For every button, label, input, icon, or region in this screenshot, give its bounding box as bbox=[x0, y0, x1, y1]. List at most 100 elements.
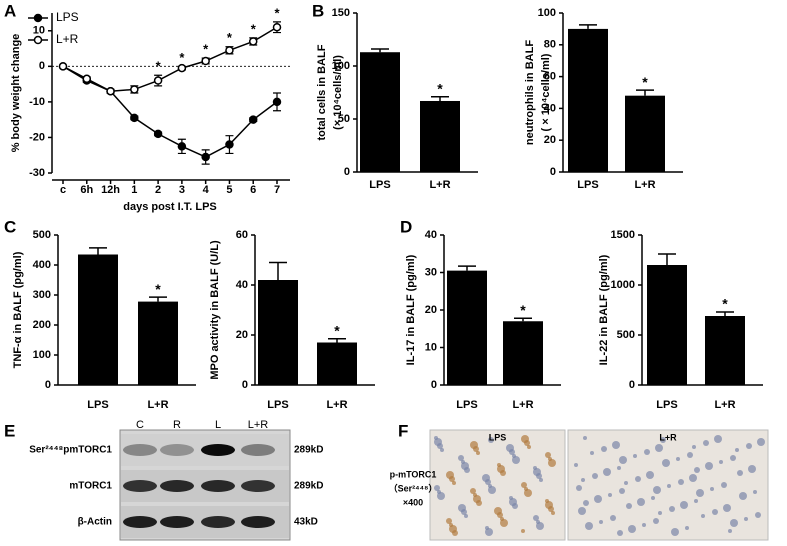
y-tick-label: 0 bbox=[242, 379, 248, 391]
error-bar bbox=[269, 261, 287, 280]
cell bbox=[599, 520, 603, 524]
legend-marker bbox=[33, 13, 43, 23]
x-tick-label: 6 bbox=[250, 184, 256, 196]
cell bbox=[680, 501, 688, 509]
cell bbox=[583, 500, 589, 506]
cell bbox=[685, 526, 689, 530]
error-bar bbox=[149, 296, 167, 302]
cell bbox=[696, 489, 704, 497]
cell bbox=[497, 512, 503, 518]
cell bbox=[730, 455, 736, 461]
y-tick-label: 500 bbox=[33, 229, 51, 241]
y-tick-label: -10 bbox=[29, 96, 45, 108]
cell bbox=[539, 478, 543, 482]
cell bbox=[512, 456, 520, 464]
cell bbox=[452, 530, 458, 536]
cell bbox=[721, 482, 727, 488]
series-line bbox=[62, 65, 278, 158]
x-tick-label: LPS bbox=[456, 399, 477, 411]
panel-label: F bbox=[398, 421, 408, 440]
cell bbox=[744, 517, 748, 521]
stain-label: ×400 bbox=[403, 497, 423, 507]
cell bbox=[626, 503, 632, 509]
bar bbox=[420, 100, 460, 172]
y-tick-label: 10 bbox=[33, 25, 45, 37]
y-tick-label: 400 bbox=[33, 259, 51, 271]
lane-label: L bbox=[215, 419, 221, 431]
error-bar bbox=[636, 89, 654, 96]
stain-label: p-mTORC1 bbox=[390, 469, 437, 479]
cell bbox=[500, 519, 508, 527]
cell bbox=[440, 448, 444, 452]
cell bbox=[452, 481, 456, 485]
row-label: mTORC1 bbox=[69, 481, 112, 492]
significance-mark: * bbox=[156, 59, 162, 74]
cell bbox=[578, 507, 586, 515]
band bbox=[123, 480, 157, 492]
cell bbox=[667, 484, 671, 488]
bar bbox=[568, 28, 608, 173]
cell bbox=[653, 518, 659, 524]
cell bbox=[642, 523, 646, 527]
y-tick-label: 500 bbox=[617, 329, 635, 341]
x-tick-label: L+R bbox=[634, 179, 655, 191]
y-axis-label: % body weight change bbox=[10, 34, 22, 153]
x-tick-label: LPS bbox=[267, 399, 288, 411]
cell bbox=[719, 460, 723, 464]
panel-label: B bbox=[312, 1, 324, 20]
cell bbox=[624, 481, 628, 485]
y-tick-label: 80 bbox=[544, 39, 556, 51]
significance-mark: * bbox=[274, 5, 280, 20]
x-tick-label: 4 bbox=[203, 184, 210, 196]
cell bbox=[748, 465, 756, 473]
y-tick-label: 40 bbox=[425, 229, 437, 241]
band bbox=[241, 516, 275, 528]
cell bbox=[662, 459, 670, 467]
cell bbox=[610, 515, 616, 521]
cell bbox=[533, 515, 539, 521]
y-tick-label: 0 bbox=[629, 379, 635, 391]
error-bar bbox=[514, 317, 532, 322]
y-tick-label: 20 bbox=[236, 329, 248, 341]
y-tick-label: -30 bbox=[29, 167, 45, 179]
cell bbox=[524, 489, 532, 497]
cell bbox=[658, 511, 662, 515]
point bbox=[225, 140, 234, 149]
point bbox=[201, 152, 210, 162]
y-tick-label: 60 bbox=[236, 229, 248, 241]
cell bbox=[437, 443, 443, 449]
cell bbox=[619, 488, 625, 494]
bar bbox=[625, 95, 665, 172]
y-tick-label: 10 bbox=[425, 341, 437, 353]
cell bbox=[753, 490, 757, 494]
band bbox=[201, 444, 235, 456]
y-tick-label: 40 bbox=[544, 102, 556, 114]
significance-mark: * bbox=[642, 74, 648, 90]
cell bbox=[592, 473, 598, 479]
y-axis-label: ( × 10⁴cells/ml) bbox=[540, 53, 552, 131]
band bbox=[201, 480, 235, 492]
point bbox=[248, 37, 258, 46]
lane-label: C bbox=[136, 419, 144, 431]
cell bbox=[608, 493, 612, 497]
y-axis-label: neutrophils in BALF bbox=[524, 40, 536, 145]
y-tick-label: 0 bbox=[550, 166, 556, 178]
x-tick-label: LPS bbox=[577, 179, 598, 191]
x-tick-label: 3 bbox=[179, 184, 185, 196]
band bbox=[241, 444, 275, 456]
y-tick-label: 100 bbox=[332, 60, 350, 72]
group-label: LPS bbox=[489, 432, 507, 442]
y-axis-label: MPO activity in BALF (U/L) bbox=[209, 240, 221, 380]
significance-mark: * bbox=[520, 302, 526, 318]
y-tick-label: 0 bbox=[344, 166, 350, 178]
y-tick-label: 20 bbox=[425, 304, 437, 316]
cell bbox=[728, 529, 732, 533]
cell bbox=[464, 514, 468, 518]
point bbox=[177, 142, 187, 151]
row-label: β-Actin bbox=[78, 517, 112, 528]
cell bbox=[476, 451, 480, 455]
cell bbox=[464, 467, 470, 473]
bar bbox=[258, 280, 298, 385]
cell bbox=[437, 492, 445, 500]
band bbox=[123, 516, 157, 528]
